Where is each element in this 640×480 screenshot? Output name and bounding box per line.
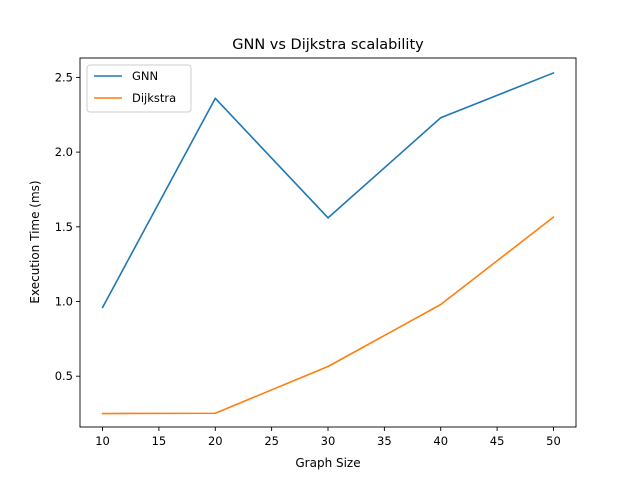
y-tick-label: 1.0 (55, 295, 73, 309)
y-tick-label: 0.5 (55, 369, 73, 383)
x-tick-label: 30 (321, 434, 336, 448)
x-tick-label: 25 (264, 434, 279, 448)
y-axis: 0.5 1.0 1.5 2.0 2.5 (55, 70, 80, 383)
legend-label-gnn: GNN (132, 69, 158, 83)
y-tick-label: 2.0 (55, 145, 73, 159)
data-point-gnn (439, 116, 442, 119)
data-point-dijkstra (552, 216, 555, 218)
data-point-dijkstra (214, 412, 217, 415)
y-tick-label: 1.5 (55, 220, 73, 234)
data-point-dijkstra (101, 412, 104, 415)
chart-title: GNN vs Dijkstra scalability (232, 37, 424, 53)
series-layer (101, 72, 555, 415)
y-axis-label: Execution Time (ms) (28, 180, 42, 303)
x-tick-label: 40 (433, 434, 448, 448)
x-tick-label: 50 (546, 434, 561, 448)
x-tick-label: 45 (490, 434, 505, 448)
x-axis: 10 15 20 25 30 35 40 45 50 (95, 427, 561, 448)
data-point-gnn (214, 97, 217, 100)
y-tick-label: 2.5 (55, 70, 73, 84)
x-tick-label: 35 (377, 434, 392, 448)
x-tick-label: 10 (95, 434, 110, 448)
x-tick-label: 15 (152, 434, 167, 448)
data-point-dijkstra (439, 303, 442, 306)
x-axis-label: Graph Size (295, 456, 360, 470)
x-tick-label: 20 (208, 434, 223, 448)
series-line-dijkstra (102, 216, 554, 415)
data-point-gnn (327, 217, 329, 219)
legend: GNN Dijkstra (86, 64, 192, 113)
data-point-gnn (101, 306, 104, 309)
plot-frame (79, 57, 577, 428)
data-point-dijkstra (327, 365, 329, 368)
data-point-gnn (552, 72, 555, 74)
legend-label-dijkstra: Dijkstra (132, 91, 176, 105)
